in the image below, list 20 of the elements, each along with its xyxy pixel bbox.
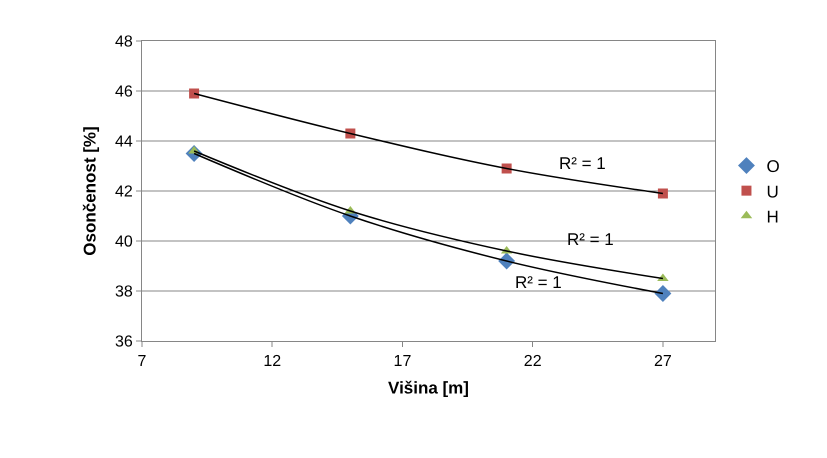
annotation: R² = 1 bbox=[515, 273, 562, 292]
y-tick-label: 46 bbox=[115, 84, 133, 101]
legend-label: U bbox=[766, 182, 779, 202]
x-tick-label: 27 bbox=[654, 353, 672, 370]
annotation: R² = 1 bbox=[559, 154, 606, 173]
y-tick-label: 48 bbox=[115, 34, 133, 51]
x-axis-title: Višina [m] bbox=[388, 378, 469, 398]
y-axis-title: Osončenost [%] bbox=[80, 126, 100, 256]
annotation: R² = 1 bbox=[567, 230, 614, 249]
x-tick-label: 22 bbox=[524, 353, 542, 370]
y-tick-label: 38 bbox=[115, 284, 133, 301]
legend-label: H bbox=[766, 207, 779, 226]
y-tick-label: 36 bbox=[115, 334, 133, 351]
x-tick-label: 12 bbox=[263, 353, 282, 370]
y-tick-label: 40 bbox=[115, 234, 133, 251]
legend-label: O bbox=[766, 157, 780, 176]
y-tick-label: 42 bbox=[115, 184, 133, 201]
y-tick-label: 44 bbox=[115, 134, 133, 151]
x-tick-label: 7 bbox=[138, 353, 147, 370]
x-tick-label: 17 bbox=[394, 353, 412, 370]
